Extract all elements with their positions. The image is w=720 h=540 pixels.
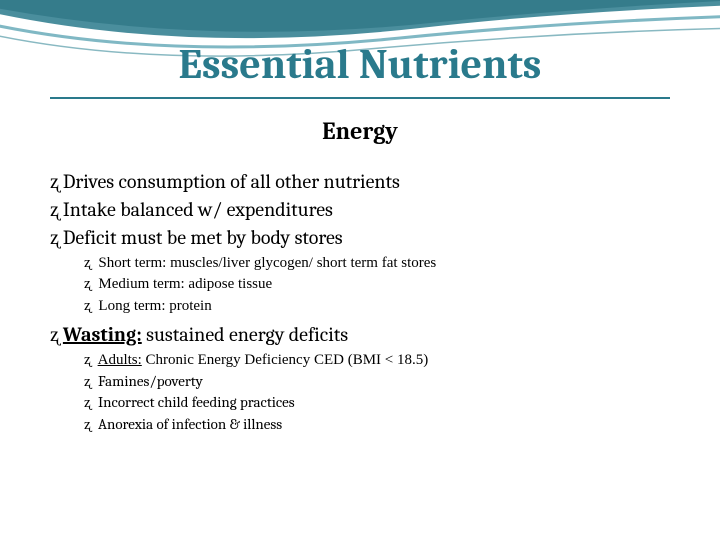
bullet-level2: ʐ Long term: protein [84, 296, 670, 316]
bullet-icon: ʐ [84, 414, 91, 434]
bullet-icon: ʐ [50, 197, 59, 223]
bullet-icon: ʐ [50, 322, 59, 348]
bullet-icon: ʐ [50, 225, 59, 251]
bullet-emphasis: Adults: [98, 352, 142, 368]
bullet-level2: ʐ Medium term: adipose tissue [84, 274, 670, 294]
bullet-level2: ʐ Adults: Chronic Energy Deficiency CED … [84, 350, 670, 370]
bullet-icon: ʐ [84, 296, 91, 316]
bullet-text: Incorrect child feeding practices [98, 393, 295, 411]
bullet-text: Long term: protein [98, 298, 211, 314]
bullet-text: Deficit must be met by body stores [63, 226, 343, 249]
bullet-text: Drives consumption of all other nutrient… [63, 170, 400, 193]
bullet-text: Chronic Energy Deficiency CED (BMI < 18.… [142, 352, 428, 368]
bullet-icon: ʐ [84, 253, 91, 273]
bullet-text: Short term: muscles/liver glycogen/ shor… [98, 255, 436, 271]
bullet-icon: ʐ [84, 274, 91, 294]
slide-content: Essential Nutrients Energy ʐDrives consu… [0, 0, 720, 540]
page-subtitle: Energy [50, 117, 670, 145]
bullet-level3: ʐ Incorrect child feeding practices [84, 392, 670, 412]
page-title: Essential Nutrients [50, 40, 670, 99]
bullet-text: Intake balanced w/ expenditures [63, 198, 333, 221]
bullet-level3: ʐ Famines/poverty [84, 371, 670, 391]
bullet-text: Famines/poverty [98, 372, 203, 390]
bullet-emphasis: Wasting: [63, 323, 142, 346]
bullet-level2: ʐ Short term: muscles/liver glycogen/ sh… [84, 253, 670, 273]
bullet-icon: ʐ [84, 392, 91, 412]
bullet-icon: ʐ [50, 169, 59, 195]
bullet-level1: ʐWasting: sustained energy deficits [50, 322, 670, 348]
bullet-level1: ʐDrives consumption of all other nutrien… [50, 169, 670, 195]
bullet-level1: ʐDeficit must be met by body stores [50, 225, 670, 251]
bullet-icon: ʐ [84, 350, 91, 370]
bullet-level1: ʐIntake balanced w/ expenditures [50, 197, 670, 223]
bullet-text: Anorexia of infection & illness [98, 415, 282, 433]
bullet-icon: ʐ [84, 371, 91, 391]
bullet-text: sustained energy deficits [142, 323, 348, 346]
bullet-level3: ʐ Anorexia of infection & illness [84, 414, 670, 434]
bullet-text: Medium term: adipose tissue [98, 276, 272, 292]
